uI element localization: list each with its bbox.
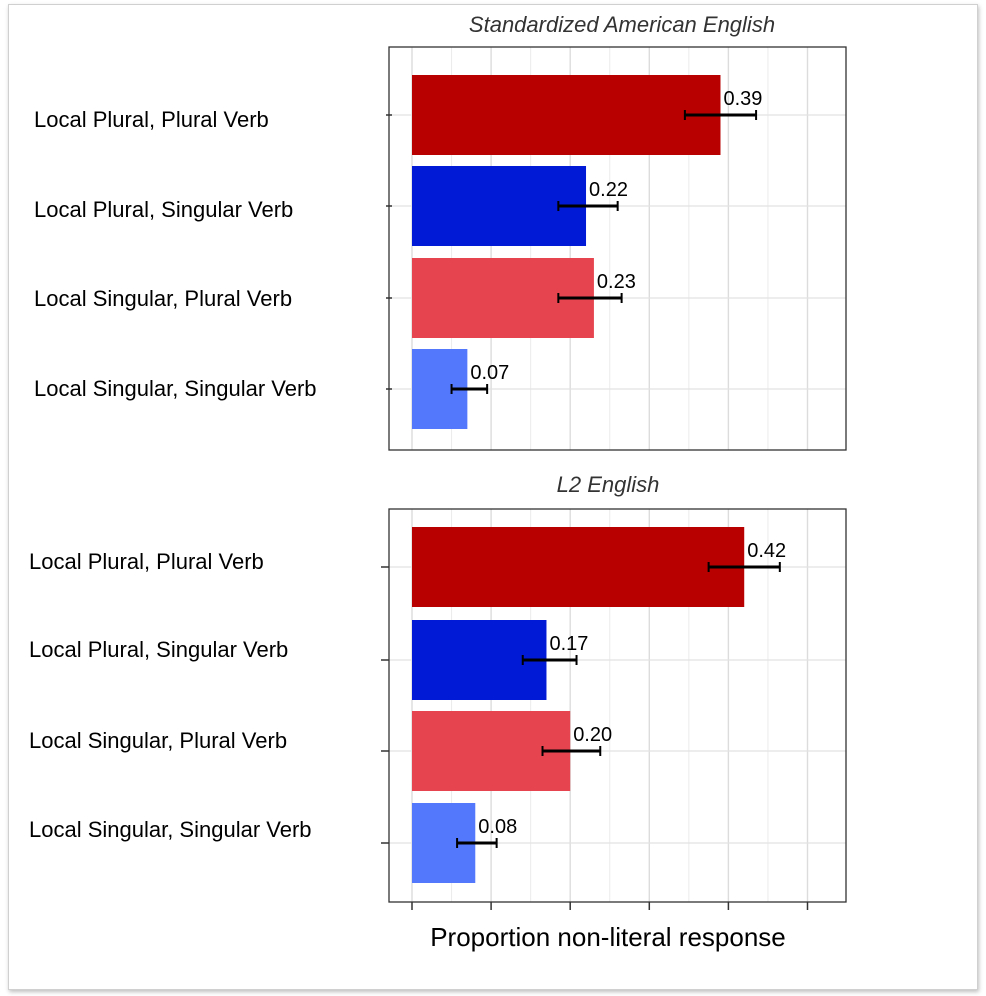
category-label: Local Singular, Plural Verb [34, 286, 292, 311]
panel-title: Standardized American English [469, 12, 775, 37]
value-label: 0.20 [573, 724, 612, 746]
category-labels: Local Plural, Plural Verb Local Plural, … [29, 549, 312, 842]
category-label: Local Singular, Plural Verb [29, 728, 287, 753]
category-label: Local Plural, Singular Verb [34, 197, 293, 222]
category-labels: Local Plural, Plural Verb Local Plural, … [34, 107, 317, 401]
category-label: Local Plural, Plural Verb [34, 107, 269, 132]
category-label: Local Singular, Singular Verb [34, 376, 317, 401]
value-label: 0.08 [478, 816, 517, 838]
plot-border [388, 508, 847, 903]
bar [412, 527, 745, 607]
bar [412, 166, 587, 246]
error-bars [450, 110, 758, 394]
panel-title: L2 English [557, 472, 660, 497]
bars [412, 75, 721, 429]
value-label: 0.39 [723, 88, 762, 110]
bars [412, 527, 745, 883]
error-bars [456, 562, 781, 848]
value-label: 0.22 [589, 179, 628, 201]
value-label: 0.42 [747, 540, 786, 562]
panel-l2-english: L2 English Local Plural, Plural Verb Loc… [29, 472, 847, 952]
category-label: Local Singular, Singular Verb [29, 817, 312, 842]
x-ticks [411, 902, 809, 910]
value-labels: 0.42 0.17 0.20 0.08 [478, 540, 786, 838]
x-axis-title: Proportion non-literal response [430, 922, 786, 952]
value-label: 0.23 [597, 271, 636, 293]
panel-standardized-american-english: Standardized American English Local Plur… [34, 12, 847, 451]
y-ticks [381, 566, 389, 844]
y-ticks [386, 114, 392, 390]
value-labels: 0.39 0.22 0.23 0.07 [470, 88, 762, 384]
value-label: 0.17 [549, 633, 588, 655]
category-label: Local Plural, Plural Verb [29, 549, 264, 574]
plot-border [388, 46, 847, 451]
bar [412, 75, 721, 155]
category-label: Local Plural, Singular Verb [29, 637, 288, 662]
value-label: 0.07 [470, 362, 509, 384]
